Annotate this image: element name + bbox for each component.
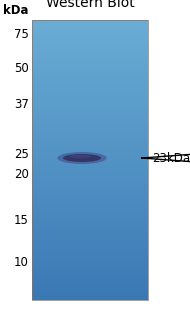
Text: 20: 20 xyxy=(14,168,29,181)
Text: 37: 37 xyxy=(14,99,29,112)
Text: 75: 75 xyxy=(14,28,29,41)
Bar xyxy=(32,20,148,300)
Text: 10: 10 xyxy=(14,256,29,269)
Ellipse shape xyxy=(69,155,91,158)
Text: 25: 25 xyxy=(14,149,29,162)
Ellipse shape xyxy=(63,154,101,162)
Text: Western Blot: Western Blot xyxy=(46,0,134,10)
Text: kDa: kDa xyxy=(3,4,29,17)
Text: 50: 50 xyxy=(14,61,29,74)
Text: 15: 15 xyxy=(14,214,29,226)
Ellipse shape xyxy=(57,152,107,164)
Text: 23kDa: 23kDa xyxy=(152,151,190,164)
